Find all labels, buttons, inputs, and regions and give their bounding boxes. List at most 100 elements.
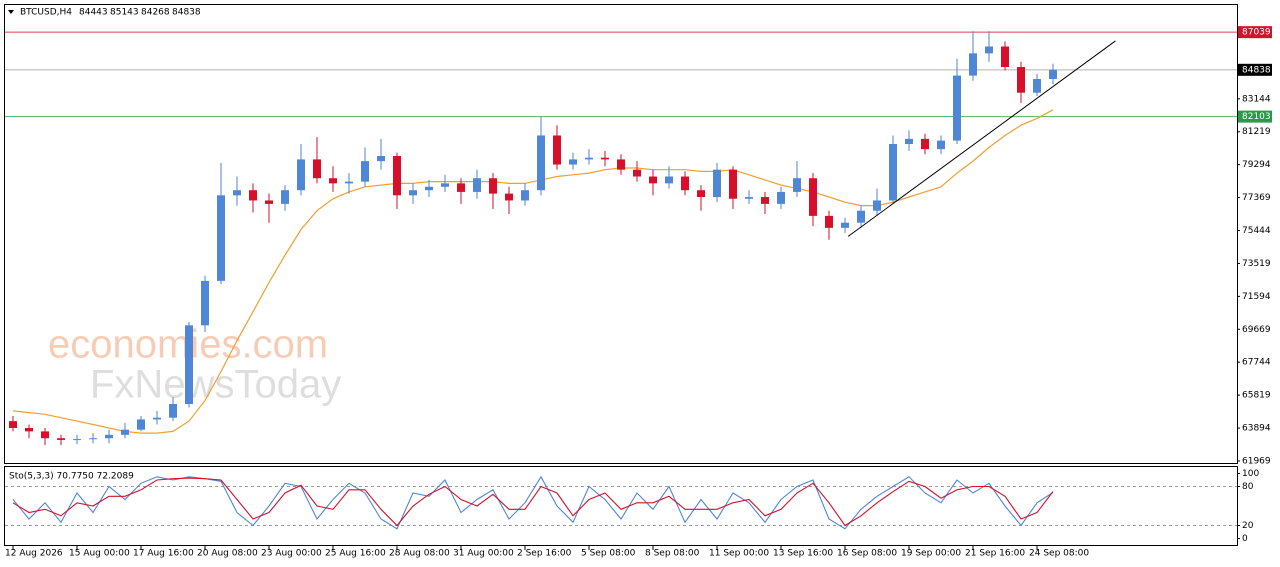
x-tick-label: 11 Sep 00:00	[709, 549, 769, 559]
candle-body	[137, 419, 145, 430]
candle-body	[361, 161, 369, 182]
candle-body	[265, 200, 273, 204]
y-tick-label: 73519	[1242, 259, 1271, 269]
candle-body	[937, 140, 945, 150]
candle-body	[905, 138, 913, 145]
candle-body	[889, 144, 897, 201]
x-tick-label: 5 Sep 08:00	[581, 549, 636, 559]
y-tick-label: 65819	[1242, 391, 1271, 401]
candle-body	[857, 210, 865, 223]
candle-body	[121, 429, 129, 435]
level-label: 82103	[1242, 112, 1271, 122]
candle-body	[233, 190, 241, 196]
stoch-line	[12, 477, 1054, 527]
candle-body	[617, 159, 625, 170]
trendline	[847, 40, 1116, 237]
y-tick-label: 80	[1242, 482, 1254, 492]
candle-body	[793, 178, 801, 192]
candle-body	[345, 181, 353, 184]
price-panel	[4, 4, 1238, 464]
menu-arrow[interactable]	[8, 10, 14, 14]
candle-body	[953, 75, 961, 141]
candle-body	[25, 427, 33, 432]
candle-body	[665, 176, 673, 184]
y-tick-label: 69669	[1242, 325, 1271, 335]
y-tick-label: 61969	[1242, 456, 1271, 466]
y-tick-label: 77369	[1242, 193, 1271, 203]
x-tick-label: 15 Aug 00:00	[69, 549, 130, 559]
candle-body	[697, 190, 705, 198]
candle-body	[521, 190, 529, 201]
candle-body	[169, 404, 177, 418]
candle-body	[201, 280, 209, 326]
watermark: FxNewsToday	[90, 363, 341, 407]
candle-body	[841, 222, 849, 228]
candle-body	[1017, 67, 1025, 93]
candle-body	[985, 46, 993, 54]
candle-body	[1001, 46, 1009, 68]
candle-body	[73, 439, 81, 441]
y-tick-label: 75444	[1242, 226, 1271, 236]
candle-body	[393, 155, 401, 196]
x-tick-label: 17 Aug 16:00	[133, 549, 194, 559]
candle-body	[329, 178, 337, 184]
y-tick-label: 79294	[1242, 160, 1271, 170]
y-tick-label: 63894	[1242, 424, 1271, 434]
candle-body	[873, 200, 881, 211]
x-tick-label: 8 Sep 08:00	[645, 549, 700, 559]
x-tick-label: 21 Sep 16:00	[965, 549, 1025, 559]
y-tick-label: 20	[1242, 521, 1254, 531]
x-tick-label: 31 Aug 00:00	[453, 549, 514, 559]
y-tick-label: 0	[1242, 534, 1248, 544]
candle-body	[569, 159, 577, 165]
y-tick-label: 100	[1242, 469, 1259, 479]
x-tick-label: 24 Sep 08:00	[1029, 549, 1089, 559]
ohlc-close: 84838	[172, 8, 201, 18]
candle-body	[649, 176, 657, 184]
candle-body	[297, 159, 305, 191]
candle-body	[473, 178, 481, 192]
candle-body	[1049, 69, 1057, 80]
candle-body	[217, 195, 225, 281]
candle-body	[57, 438, 65, 440]
candle-body	[809, 178, 817, 216]
x-tick-label: 13 Sep 16:00	[773, 549, 833, 559]
y-tick-label: 83144	[1242, 94, 1271, 104]
candle-body	[185, 325, 193, 405]
symbol: BTCUSD,H4	[20, 8, 72, 18]
candle-body	[41, 431, 49, 439]
candle-body	[409, 190, 417, 196]
candle-body	[489, 178, 497, 194]
candle-body	[537, 135, 545, 191]
candle-body	[249, 190, 257, 201]
stoch-title: Sto(5,3,3) 70.7750 72.2089	[9, 472, 134, 482]
candle-body	[825, 215, 833, 228]
y-tick-label: 81219	[1242, 127, 1271, 137]
x-tick-label: 2 Sep 16:00	[517, 549, 572, 559]
candle-body	[313, 159, 321, 179]
candle-body	[105, 434, 113, 439]
x-tick-label: 28 Aug 08:00	[389, 549, 450, 559]
candle-body	[377, 155, 385, 162]
candle-body	[633, 169, 641, 177]
candle-body	[89, 438, 97, 440]
x-tick-label: 23 Aug 00:00	[261, 549, 322, 559]
candle-body	[681, 176, 689, 191]
candle-body	[441, 183, 449, 187]
ohlc-open: 84443	[79, 8, 108, 18]
x-tick-label: 19 Sep 00:00	[901, 549, 961, 559]
x-tick-label: 20 Aug 08:00	[197, 549, 258, 559]
level-label-box	[1238, 110, 1272, 123]
x-tick-label: 25 Aug 16:00	[325, 549, 386, 559]
level-label: 87039	[1242, 28, 1271, 38]
candle-body	[745, 197, 753, 199]
candle-body	[153, 417, 161, 420]
candle-body	[921, 138, 929, 150]
candle-body	[969, 53, 977, 76]
ohlc-low: 84268	[141, 8, 170, 18]
y-tick-label: 67744	[1242, 358, 1271, 368]
candle-body	[601, 157, 609, 160]
candle-body	[729, 169, 737, 199]
level-label-box	[1238, 63, 1272, 76]
